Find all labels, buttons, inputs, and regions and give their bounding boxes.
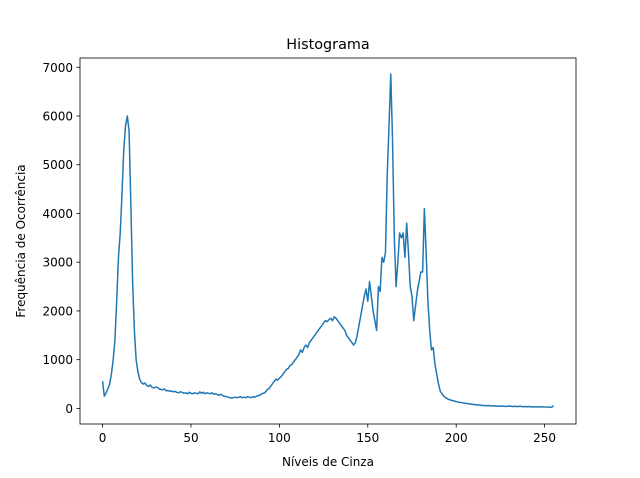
y-tick-label: 1000	[42, 353, 73, 367]
x-tick-label: 100	[268, 431, 291, 445]
x-tick-label: 0	[99, 431, 107, 445]
x-tick-label: 50	[183, 431, 198, 445]
y-tick-label: 2000	[42, 304, 73, 318]
axes-frame	[79, 57, 577, 425]
y-tick-label: 5000	[42, 158, 73, 172]
plot-area	[101, 73, 555, 409]
histogram-line	[101, 73, 555, 409]
x-axis-label: Níveis de Cinza	[282, 455, 374, 469]
chart-title: Histograma	[286, 37, 369, 53]
y-tick-label: 7000	[42, 61, 73, 75]
x-tick-label: 200	[445, 431, 468, 445]
x-tick-label: 150	[356, 431, 379, 445]
y-tick-label: 4000	[42, 207, 73, 221]
y-tick-label: 6000	[42, 109, 73, 123]
x-tick-label: 250	[533, 431, 556, 445]
y-axis-label: Frequência de Ocorrência	[14, 164, 28, 317]
y-tick-label: 0	[65, 402, 73, 416]
y-tick-label: 3000	[42, 256, 73, 270]
